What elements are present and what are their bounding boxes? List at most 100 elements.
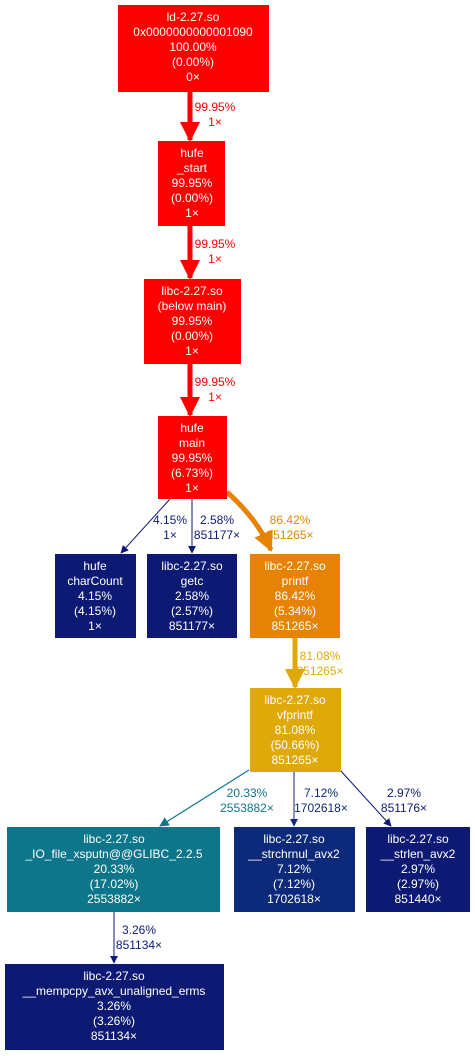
edge-io-xsputn-to-mempcpy: 3.26% 851134×	[110, 912, 162, 964]
edge-label: 2.58%	[200, 513, 234, 527]
node-line: _IO_file_xsputn@@GLIBC_2.2.5	[24, 847, 202, 861]
node-line: (17.02%)	[90, 877, 139, 891]
node-line: libc-2.27.so	[83, 832, 145, 846]
node-box	[118, 5, 269, 92]
edge-count: 851177×	[194, 528, 240, 542]
edge-main-to-getc: 2.58% 851177×	[188, 499, 240, 554]
node-line: 2.58%	[175, 589, 209, 603]
edge-label: 99.95%	[195, 375, 236, 389]
edge-count: 2553882×	[220, 801, 274, 815]
node-line: vfprintf	[277, 708, 314, 722]
node-line: (5.34%)	[274, 604, 316, 618]
node-charcount[interactable]: hufe charCount 4.15% (4.15%) 1×	[55, 554, 136, 638]
node-line: 0x0000000000001090	[133, 25, 253, 39]
node-box	[5, 964, 224, 1050]
edge-below-main-to-main: 99.95% 1×	[180, 364, 236, 417]
edge-line	[120, 498, 171, 554]
edge-count: 851134×	[116, 938, 162, 952]
node-line: ld-2.27.so	[167, 10, 220, 24]
edge-count: 1×	[208, 115, 222, 129]
node-box	[144, 279, 241, 364]
node-line: (7.12%)	[273, 877, 315, 891]
node-line: 20.33%	[94, 862, 135, 876]
edge-label: 3.26%	[122, 923, 156, 937]
node-line: 1702618×	[267, 892, 321, 906]
node-io-file-xsputn[interactable]: libc-2.27.so _IO_file_xsputn@@GLIBC_2.2.…	[7, 827, 220, 912]
node-line: (0.00%)	[171, 329, 213, 343]
node-box	[147, 554, 237, 638]
node-line: libc-2.27.so	[387, 832, 449, 846]
node-main[interactable]: hufe main 99.95% (6.73%) 1×	[158, 416, 227, 499]
node-below-main[interactable]: libc-2.27.so (below main) 99.95% (0.00%)…	[144, 279, 241, 364]
edge-count: 1×	[208, 252, 222, 266]
edge-count: 1×	[163, 528, 177, 542]
node-line: charCount	[67, 574, 123, 588]
edge-main-to-charcount: 4.15% 1×	[120, 498, 187, 554]
edge-printf-to-vfprintf: 81.08% 851265×	[285, 638, 344, 689]
node-line: 3.26%	[97, 999, 131, 1013]
node-line: main	[179, 436, 205, 450]
node-line: (0.00%)	[171, 191, 213, 205]
node-line: getc	[181, 574, 204, 588]
node-line: 1×	[88, 619, 102, 633]
node-line: 81.08%	[275, 723, 316, 737]
node-line: 100.00%	[169, 40, 217, 54]
node-line: 99.95%	[172, 176, 213, 190]
node-line: 851265×	[271, 753, 318, 767]
node-box	[158, 141, 225, 226]
edge-main-to-printf: 86.42% 851265×	[225, 490, 314, 552]
node-line: 851265×	[271, 619, 318, 633]
node-line: (2.57%)	[171, 604, 213, 618]
node-box	[55, 554, 136, 638]
edge-count: 851265×	[296, 664, 343, 678]
node-line: libc-2.27.so	[264, 693, 326, 707]
node-line: (2.97%)	[397, 877, 439, 891]
node-line: hufe	[180, 146, 204, 160]
node-line: libc-2.27.so	[263, 832, 325, 846]
node-line: __strchrnul_avx2	[247, 847, 340, 861]
node-line: 4.15%	[78, 589, 112, 603]
node-line: libc-2.27.so	[264, 559, 326, 573]
node-vfprintf[interactable]: libc-2.27.so vfprintf 81.08% (50.66%) 85…	[250, 688, 341, 772]
node-line: hufe	[83, 559, 107, 573]
node-getc[interactable]: libc-2.27.so getc 2.58% (2.57%) 851177×	[147, 554, 237, 638]
edge-line	[225, 490, 274, 552]
node-printf[interactable]: libc-2.27.so printf 86.42% (5.34%) 85126…	[250, 554, 340, 638]
node-box	[234, 827, 355, 912]
node-box	[158, 416, 227, 499]
edge-label: 2.97%	[387, 786, 421, 800]
node-line: 851440×	[394, 892, 441, 906]
node-line: (3.26%)	[93, 1014, 135, 1028]
node-line: 1×	[185, 344, 199, 358]
node-line: 851134×	[91, 1029, 137, 1043]
node-line: (0.00%)	[172, 55, 214, 69]
node-strlen[interactable]: libc-2.27.so __strlen_avx2 2.97% (2.97%)…	[366, 827, 470, 912]
edge-label: 99.95%	[195, 100, 236, 114]
edge-count: 851265×	[266, 528, 313, 542]
node-line: __mempcpy_avx_unaligned_erms	[22, 984, 206, 998]
node-line: libc-2.27.so	[161, 284, 223, 298]
node-start[interactable]: hufe _start 99.95% (0.00%) 1×	[158, 141, 225, 226]
edge-count: 1702618×	[294, 801, 348, 815]
node-line: hufe	[180, 421, 204, 435]
edge-count: 851176×	[381, 801, 427, 815]
node-line: __strlen_avx2	[380, 847, 456, 861]
edge-label: 99.95%	[195, 237, 236, 251]
node-strchrnul[interactable]: libc-2.27.so __strchrnul_avx2 7.12% (7.1…	[234, 827, 355, 912]
node-mempcpy[interactable]: libc-2.27.so __mempcpy_avx_unaligned_erm…	[5, 964, 224, 1050]
node-line: (50.66%)	[271, 738, 320, 752]
node-line: 99.95%	[172, 451, 213, 465]
edge-count: 1×	[208, 390, 222, 404]
edge-label: 4.15%	[153, 513, 187, 527]
edge-label: 20.33%	[227, 786, 268, 800]
node-line: 99.95%	[172, 314, 213, 328]
edge-line	[159, 769, 250, 827]
node-ld[interactable]: ld-2.27.so 0x0000000000001090 100.00% (0…	[118, 5, 269, 92]
node-line: 1×	[185, 481, 199, 495]
node-line: 1×	[185, 206, 199, 220]
edge-label: 7.12%	[304, 786, 338, 800]
node-line: libc-2.27.so	[161, 559, 223, 573]
node-line: (6.73%)	[171, 466, 213, 480]
edge-ld-to-start: 99.95% 1×	[180, 92, 236, 142]
